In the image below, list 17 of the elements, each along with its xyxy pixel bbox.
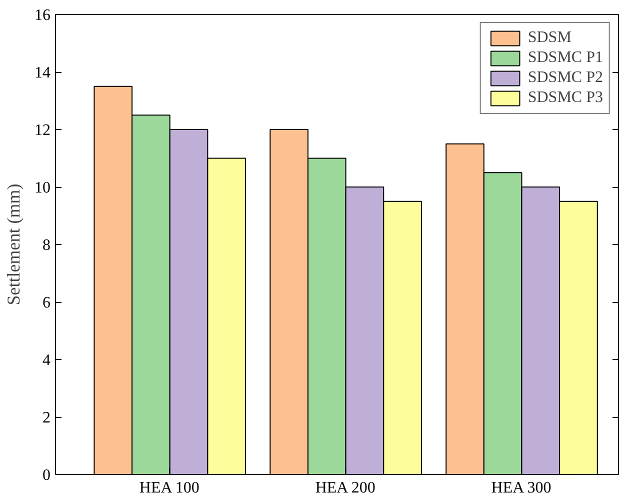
y-tick-label: 10 (34, 180, 50, 196)
legend-label: SDSMC P2 (528, 69, 603, 87)
x-tick-label: HEA 200 (315, 480, 376, 496)
y-tick-label: 2 (42, 410, 50, 426)
y-tick-label: 6 (42, 294, 50, 312)
y-tick-label: 12 (34, 122, 50, 139)
legend-label: SDSMC P1 (528, 49, 603, 67)
legend-label: SDSM (528, 29, 572, 47)
y-tick-label: 14 (34, 64, 50, 82)
y-tick-label: 0 (42, 467, 50, 484)
y-tick-label: 16 (34, 7, 50, 24)
y-axis-title: Settlement (mm) (4, 184, 24, 306)
x-tick-label: HEA 300 (491, 480, 552, 496)
x-tick-label: HEA 100 (139, 480, 200, 496)
y-tick-label: 8 (42, 237, 50, 254)
y-tick-label: 4 (42, 352, 50, 369)
legend-label: SDSMC P3 (528, 89, 603, 107)
